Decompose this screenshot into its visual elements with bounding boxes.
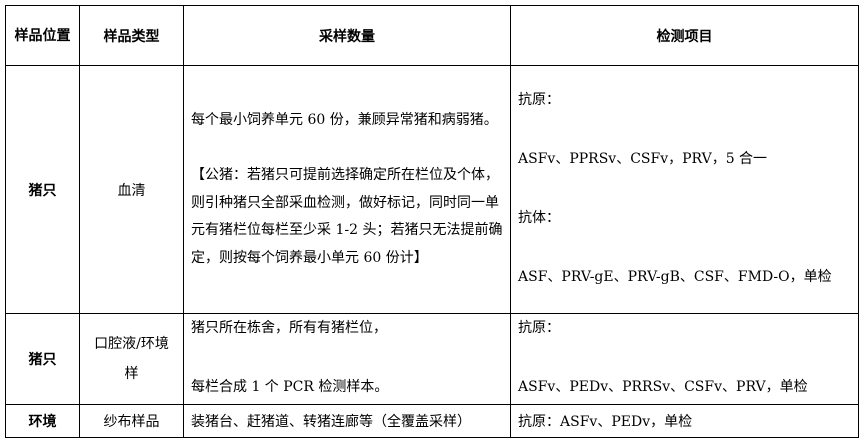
location-cell: 猪只 (5, 65, 80, 314)
header-type: 样品类型 (79, 5, 184, 66)
tests-cell: 抗原： ASFv、PPRSv、CSFv，PRV，5 合一 抗体： ASF、PRV… (510, 65, 859, 314)
quantity-text: 猪只所在栋舍，所有有猪栏位， (191, 320, 387, 336)
tests-text: ASF、PRV-gE、PRV-gB、CSF、FMD-O，单检 (518, 269, 832, 286)
tests-text: 抗原： (518, 320, 560, 336)
tests-text: ASFv、PPRSv、CSFv，PRV，5 合一 (518, 151, 768, 168)
header-location: 样品位置 (5, 5, 80, 66)
tests-cell: 抗原： ASFv、PEDv、PRRSv、CSFv、PRV，单检 (510, 313, 859, 405)
tests-text: 抗体： (518, 210, 560, 227)
quantity-cell: 每个最小饲养单元 60 份，兼顾异常猪和病弱猪。 【公猪：若猪只可提前选择确定所… (183, 65, 511, 314)
tests-text: 抗原： (518, 92, 560, 109)
table-row: 猪只 口腔液/环境样 猪只所在栋舍，所有有猪栏位， 每栏合成 1 个 PCR 检… (5, 313, 859, 405)
quantity-text: 【公猪：若猪只可提前选择确定所在栏位及个体，则引种猪只全部采血检测，做好标记，同… (191, 167, 503, 266)
sampling-table: 样品位置 样品类型 采样数量 检测项目 猪只 血清 每个最小饲养单元 60 份，… (5, 5, 859, 438)
table-row: 环境 纱布样品 装猪台、赶猪道、转猪连廊等（全覆盖采样） 抗原：ASFv、PED… (5, 404, 859, 438)
tests-cell: 抗原：ASFv、PEDv，单检 (510, 404, 859, 438)
header-tests: 检测项目 (510, 5, 859, 66)
header-row: 样品位置 样品类型 采样数量 检测项目 (5, 5, 859, 66)
table-row: 猪只 血清 每个最小饲养单元 60 份，兼顾异常猪和病弱猪。 【公猪：若猪只可提… (5, 65, 859, 314)
type-cell: 口腔液/环境样 (79, 313, 184, 405)
location-cell: 环境 (5, 404, 80, 438)
header-quantity: 采样数量 (183, 5, 511, 66)
type-cell: 血清 (79, 65, 184, 314)
tests-text: ASFv、PEDv、PRRSv、CSFv、PRV，单检 (518, 379, 808, 395)
quantity-text: 每个最小饲养单元 60 份，兼顾异常猪和病弱猪。 (191, 112, 498, 128)
quantity-cell: 装猪台、赶猪道、转猪连廊等（全覆盖采样） (183, 404, 511, 438)
type-cell: 纱布样品 (79, 404, 184, 438)
quantity-text: 每栏合成 1 个 PCR 检测样本。 (191, 379, 389, 395)
quantity-cell: 猪只所在栋舍，所有有猪栏位， 每栏合成 1 个 PCR 检测样本。 (183, 313, 511, 405)
location-cell: 猪只 (5, 313, 80, 405)
